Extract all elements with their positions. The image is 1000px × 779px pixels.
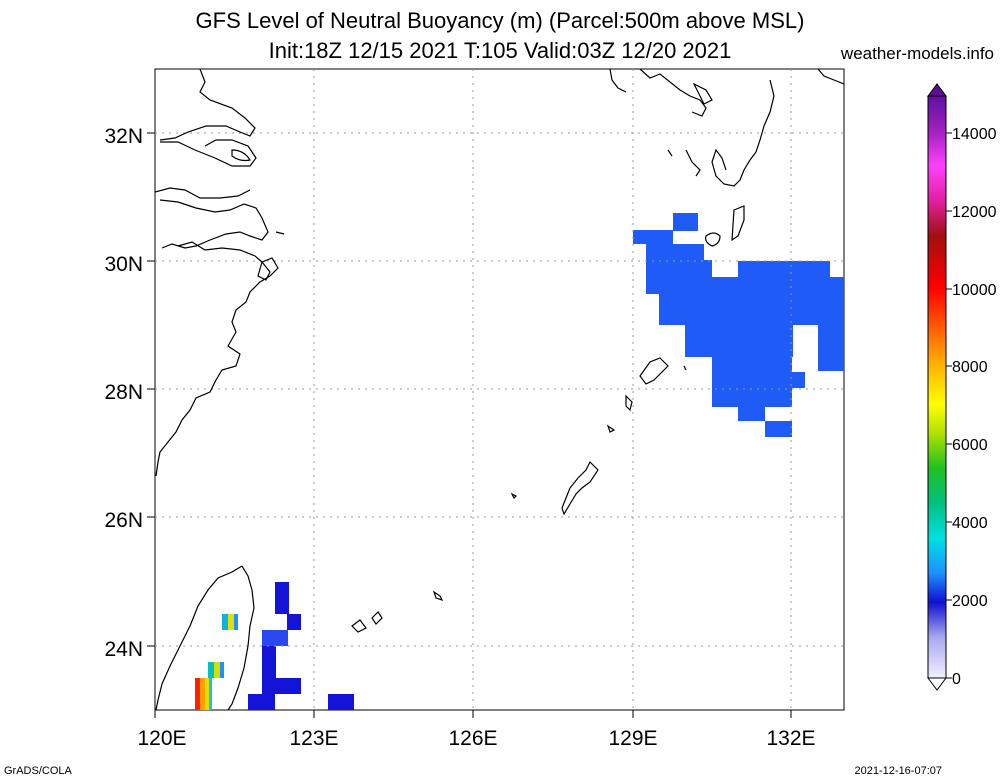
shade-cell xyxy=(208,662,214,678)
neutral-buoyancy-shading xyxy=(195,213,844,710)
shade-cell xyxy=(209,678,212,710)
shade-cell xyxy=(220,662,224,678)
china-coast-islands xyxy=(231,149,285,281)
colorbar-label: 14000 xyxy=(952,126,997,143)
timestamp: 2021-12-16-07:07 xyxy=(854,765,942,777)
axis-ticks xyxy=(147,132,792,718)
shade-cell xyxy=(262,646,276,678)
lat-tick-label: 30N xyxy=(104,253,143,276)
sakishima-islands xyxy=(351,590,444,633)
colorbar-label: 12000 xyxy=(952,204,997,221)
lon-labels: 120E 123E 126E 129E 132E xyxy=(137,727,815,750)
map-subtitle: Init:18Z 12/15 2021 T:105 Valid:03Z 12/2… xyxy=(268,38,732,63)
shade-cell xyxy=(234,614,238,630)
china-coast xyxy=(155,69,279,477)
software-credit: GrADS/COLA xyxy=(4,765,72,777)
lat-tick-label: 28N xyxy=(104,381,143,404)
taiwan-island xyxy=(155,565,255,710)
shade-cell xyxy=(673,213,698,231)
colorbar-ramp xyxy=(927,95,947,679)
kyushu-islands xyxy=(667,82,745,247)
korea-japan-coast xyxy=(609,69,844,187)
lat-labels: 24N 26N 28N 30N 32N xyxy=(104,125,143,661)
shade-cell xyxy=(738,261,830,281)
colorbar-labels: 0 2000 4000 6000 8000 10000 12000 14000 xyxy=(952,126,997,688)
shade-cell xyxy=(633,230,673,244)
shade-cell xyxy=(222,614,228,630)
shade-cell xyxy=(712,355,792,407)
shade-cell xyxy=(205,678,209,710)
shade-cell xyxy=(228,614,234,630)
shade-cell xyxy=(195,678,200,710)
shade-cell xyxy=(262,678,301,694)
shade-cell xyxy=(200,678,205,710)
colorbar-label: 0 xyxy=(952,671,961,688)
colorbar-label: 2000 xyxy=(952,593,988,610)
lat-tick-label: 24N xyxy=(104,638,143,661)
colorbar-label: 10000 xyxy=(952,282,997,299)
colorbar-label: 8000 xyxy=(952,359,988,376)
shade-cell xyxy=(790,372,805,388)
shade-cell xyxy=(214,662,220,678)
ryukyu-islands xyxy=(510,357,687,516)
shade-cell xyxy=(328,694,354,710)
lon-tick-label: 132E xyxy=(766,727,815,750)
colorbar-ticks xyxy=(946,132,952,679)
shade-cell xyxy=(685,325,793,357)
shade-cell xyxy=(287,614,301,630)
colorbar-label: 4000 xyxy=(952,515,988,532)
lon-tick-label: 129E xyxy=(608,727,657,750)
lon-tick-label: 120E xyxy=(137,727,186,750)
shade-cell xyxy=(659,277,844,325)
colorbar-label: 6000 xyxy=(952,437,988,454)
site-credit: weather-models.info xyxy=(840,44,994,63)
coastlines xyxy=(155,69,844,710)
shade-cell xyxy=(818,325,844,371)
lon-tick-label: 126E xyxy=(448,727,497,750)
map-title: GFS Level of Neutral Buoyancy (m) (Parce… xyxy=(195,8,805,33)
shade-cell xyxy=(275,582,289,614)
colorbar: 0 2000 4000 6000 8000 10000 12000 14000 xyxy=(927,83,997,691)
lat-tick-label: 26N xyxy=(104,509,143,532)
shade-cell xyxy=(738,405,765,421)
lon-tick-label: 123E xyxy=(289,727,338,750)
colorbar-bottom-arrow xyxy=(927,677,947,691)
shade-cell xyxy=(262,630,288,646)
colorbar-top-arrow xyxy=(927,83,947,97)
shade-cell xyxy=(646,244,704,262)
shade-cell xyxy=(765,421,792,437)
lat-tick-label: 32N xyxy=(104,125,143,148)
gridlines xyxy=(155,69,844,710)
shade-cell xyxy=(248,694,275,710)
